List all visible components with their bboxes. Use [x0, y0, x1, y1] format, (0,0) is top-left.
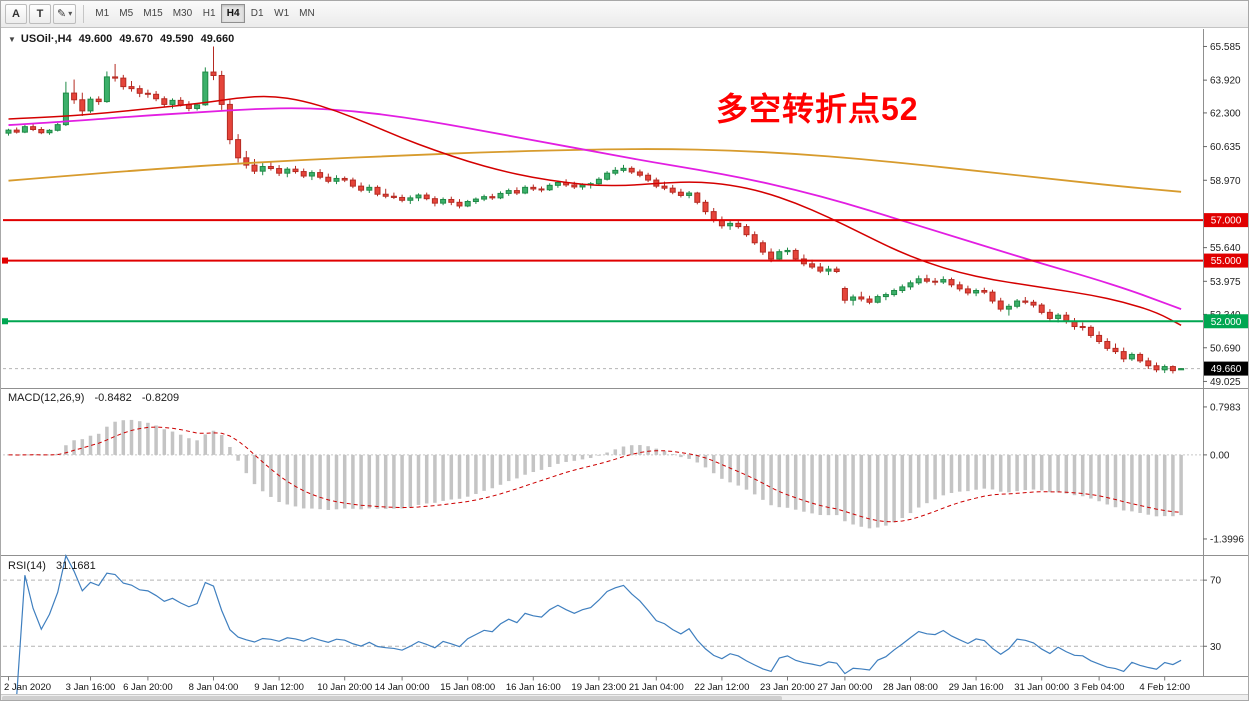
ma-fast-red[interactable] — [8, 95, 1182, 326]
macd-tick-label: -1.3996 — [1210, 534, 1244, 545]
price-tick-label: 62.300 — [1210, 108, 1241, 119]
scrollbar-thumb[interactable] — [2, 696, 782, 701]
axis-badge-49.660: 49.660 — [1204, 361, 1248, 376]
time-label: 21 Jan 04:00 — [629, 682, 684, 693]
time-axis: 2 Jan 2020 3 Jan 16:00 6 Jan 20:00 8 Jan 04… — [4, 676, 1190, 693]
ma-mid-magenta[interactable] — [8, 107, 1182, 310]
toolbar-separator — [83, 4, 85, 23]
timeframe-m5[interactable]: M5 — [119, 8, 134, 19]
price-tick-label: 49.025 — [1210, 377, 1241, 388]
ohlc-open: 49.600 — [78, 33, 113, 45]
rsi-name: RSI(14) — [8, 560, 46, 572]
horizontal-scrollbar[interactable] — [0, 694, 1249, 701]
timeframe-h4[interactable]: H4 — [221, 4, 246, 23]
time-label: 3 Feb 04:00 — [1074, 682, 1125, 693]
symbol-timeframe-label: USOil·,H4 — [20, 33, 72, 45]
macd-value-main: -0.8482 — [94, 392, 132, 404]
time-label: 22 Jan 12:00 — [694, 682, 749, 693]
time-label: 16 Jan 16:00 — [506, 682, 561, 693]
time-label: 3 Jan 16:00 — [66, 682, 116, 693]
price-tick-label: 65.585 — [1210, 42, 1241, 53]
hline-52.000[interactable] — [2, 318, 1203, 325]
svg-text:57.000: 57.000 — [1211, 216, 1242, 227]
svg-text:49.660: 49.660 — [1211, 364, 1242, 375]
rsi-tick-label: 70 — [1210, 576, 1222, 587]
macd-signal-line — [8, 426, 1182, 523]
annotation-text: 多空转折点52 — [716, 91, 919, 127]
time-label: 23 Jan 20:00 — [760, 682, 815, 693]
time-label: 6 Jan 20:00 — [123, 682, 173, 693]
rsi-value: 31.1681 — [55, 560, 96, 572]
time-label: 9 Jan 12:00 — [254, 682, 304, 693]
time-label: 15 Jan 08:00 — [440, 682, 495, 693]
ohlc-close: 49.660 — [200, 33, 235, 45]
candles — [5, 46, 1185, 374]
timeframe-w1[interactable]: W1 — [274, 8, 290, 19]
rsi-label: RSI(14) 31.1681 — [8, 560, 96, 572]
axis-badge-57.000: 57.000 — [1204, 213, 1248, 228]
time-label: 4 Feb 12:00 — [1139, 682, 1190, 693]
chevron-down-icon: ▾ — [68, 9, 73, 18]
macd-label: MACD(12,26,9) -0.8482 -0.8209 — [8, 392, 179, 404]
time-label: 19 Jan 23:00 — [571, 682, 626, 693]
ohlc-high: 49.670 — [119, 33, 153, 45]
time-label: 29 Jan 16:00 — [949, 682, 1004, 693]
svg-text:52.000: 52.000 — [1211, 317, 1242, 328]
price-tick-label: 63.920 — [1210, 76, 1241, 87]
chart-canvas[interactable]: 65.585 63.920 62.300 60.635 58.970 55.640 53.9… — [0, 28, 1249, 701]
price-tick-label: 60.635 — [1210, 142, 1241, 153]
timeframe-m30[interactable]: M30 — [172, 8, 193, 19]
time-label: 14 Jan 00:00 — [375, 682, 430, 693]
price-tick-label: 58.970 — [1210, 176, 1241, 187]
timeframe-d1[interactable]: D1 — [250, 8, 264, 19]
time-label: 8 Jan 04:00 — [189, 682, 239, 693]
rsi-tick-label: 30 — [1210, 642, 1222, 653]
axis-badge-55.000: 55.000 — [1204, 253, 1248, 268]
price-tick-label: 53.975 — [1210, 277, 1241, 288]
macd-value-signal: -0.8209 — [141, 392, 180, 404]
draw-tool-button[interactable]: ✎ ▾ — [53, 3, 77, 24]
ohlc-low: 49.590 — [159, 33, 194, 45]
chart-dropdown-icon[interactable]: ▼ — [8, 34, 16, 44]
ma-slow-orange[interactable] — [8, 148, 1182, 193]
hline-55.000[interactable] — [2, 257, 1203, 264]
toolbar: A T ✎ ▾ M1 M5 M15 M30 H1 H4 D1 W1 MN — [0, 0, 1249, 28]
pencil-icon: ✎ — [57, 8, 67, 20]
time-label: 27 Jan 00:00 — [817, 682, 872, 693]
time-label: 28 Jan 08:00 — [883, 682, 938, 693]
rsi-line — [16, 553, 1182, 696]
timeframe-h1[interactable]: H1 — [202, 8, 216, 19]
timeframe-mn[interactable]: MN — [299, 8, 315, 19]
time-label: 2 Jan 2020 — [4, 682, 51, 693]
macd-name: MACD(12,26,9) — [8, 392, 85, 404]
text-tool-button[interactable]: T — [29, 3, 51, 24]
price-tick-label: 55.640 — [1210, 243, 1241, 254]
macd-tick-label: 0.00 — [1210, 450, 1230, 461]
annotate-button[interactable]: A — [5, 3, 27, 24]
axis-badge-52.000: 52.000 — [1204, 314, 1248, 329]
chart-title: ▼ USOil·,H4 49.600 49.670 49.590 49.660 — [8, 33, 234, 45]
macd-tick-label: 0.7983 — [1210, 402, 1241, 413]
timeframe-m1[interactable]: M1 — [95, 8, 110, 19]
time-label: 10 Jan 20:00 — [317, 682, 372, 693]
svg-text:55.000: 55.000 — [1211, 256, 1242, 267]
macd-histogram — [14, 419, 1183, 529]
timeframe-m15[interactable]: M15 — [143, 8, 163, 19]
time-label: 31 Jan 00:00 — [1014, 682, 1069, 693]
price-tick-label: 50.690 — [1210, 343, 1241, 354]
